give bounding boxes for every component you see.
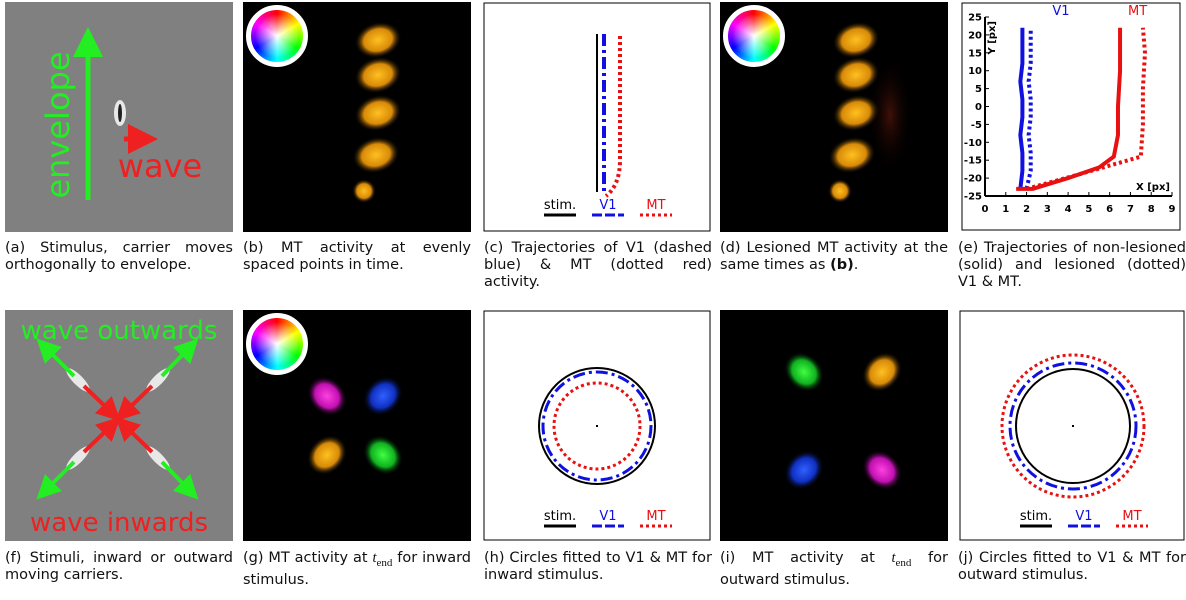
legend-label: stim. (544, 509, 576, 524)
y-tick-label: 0 (975, 102, 982, 113)
caption: (j) Circles fitted to V1 & MT for outwar… (958, 550, 1186, 584)
legend-label: V1 (1075, 509, 1092, 524)
series-label: MT (1128, 4, 1147, 19)
y-axis-label: Y [px] (987, 21, 998, 55)
blob (828, 179, 852, 203)
blob (352, 179, 376, 203)
x-tick-label: 8 (1148, 204, 1155, 215)
caption: (g) MT activity at tend for inward stimu… (243, 550, 471, 589)
y-tick-label: 10 (968, 66, 982, 77)
x-axis-label: X [px] (1136, 182, 1170, 193)
caption-text: (g) MT activity at (243, 550, 372, 566)
caption: (c) Trajectories of V1 (dashed blue) & M… (484, 240, 712, 291)
y-tick-label: -20 (964, 174, 982, 185)
caption: (h) Circles fitted to V1 & MT for inward… (484, 550, 712, 584)
envelope-label: envelope (39, 51, 77, 198)
gabor (118, 104, 122, 122)
x-tick-label: 1 (1002, 204, 1009, 215)
caption: (b) MT activity at evenly spaced points … (243, 240, 471, 274)
panels: envelope wave -25-20-15-10-5051015202501… (0, 0, 1186, 600)
activity-image (720, 310, 948, 541)
caption-sub: end (895, 557, 911, 569)
legend-label: MT (646, 198, 665, 213)
y-tick-label: 20 (968, 30, 982, 41)
x-tick-label: 7 (1127, 204, 1134, 215)
outwards-label: wave outwards (21, 316, 218, 346)
inwards-label: wave inwards (30, 508, 208, 538)
x-tick-label: 6 (1106, 204, 1113, 215)
series-line (1020, 28, 1022, 189)
caption: (f) Stimuli, inward or outward moving ca… (5, 550, 233, 584)
x-tick-label: 5 (1085, 204, 1092, 215)
color-wheel (246, 313, 308, 375)
blob-trail (868, 55, 912, 175)
y-tick-label: -10 (964, 138, 982, 149)
x-tick-label: 3 (1044, 204, 1051, 215)
caption: (a) Stimulus, carrier moves orthogonally… (5, 240, 233, 274)
center (596, 425, 598, 427)
legend-label: MT (1122, 509, 1141, 524)
caption: (i) MT activity at tend for outward stim… (720, 550, 948, 589)
caption: (d) Lesioned MT activity at the same tim… (720, 240, 948, 274)
legend-label: V1 (599, 509, 616, 524)
color-wheel (246, 5, 308, 67)
series-label: V1 (1052, 4, 1069, 19)
legend-label: V1 (599, 198, 616, 213)
caption-text: (i) MT activity at (720, 550, 891, 566)
wave-label: wave (118, 147, 202, 185)
x-tick-label: 2 (1023, 204, 1030, 215)
caption-sub: end (377, 557, 393, 569)
x-tick-label: 4 (1065, 204, 1072, 215)
legend-label: stim. (1020, 509, 1052, 524)
y-tick-label: 25 (968, 13, 982, 24)
y-tick-label: -15 (964, 156, 982, 167)
y-tick-label: -25 (964, 192, 982, 203)
y-tick-label: 15 (968, 48, 982, 59)
caption-text: . (854, 257, 859, 273)
x-tick-label: 9 (1169, 204, 1176, 215)
caption: (e) Trajectories of non-lesioned (solid)… (958, 240, 1186, 291)
color-wheel (723, 5, 785, 67)
figure: envelope wave -25-20-15-10-5051015202501… (0, 0, 1186, 600)
y-tick-label: -5 (971, 120, 982, 131)
legend-label: MT (646, 509, 665, 524)
y-tick-label: 5 (975, 84, 982, 95)
legend-label: stim. (544, 198, 576, 213)
x-tick-label: 0 (982, 204, 989, 215)
center (1072, 425, 1074, 427)
caption-ref: (b) (830, 257, 854, 273)
